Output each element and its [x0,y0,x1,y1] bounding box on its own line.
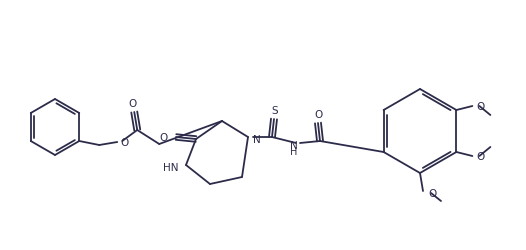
Text: H: H [290,146,298,156]
Text: O: O [477,102,484,112]
Text: O: O [120,138,128,147]
Text: HN: HN [163,162,178,172]
Text: O: O [160,132,168,142]
Text: O: O [314,110,322,120]
Text: N: N [290,140,298,150]
Text: O: O [428,188,436,198]
Text: O: O [477,152,484,161]
Text: N: N [253,134,261,144]
Text: O: O [128,98,136,108]
Text: S: S [272,106,278,116]
